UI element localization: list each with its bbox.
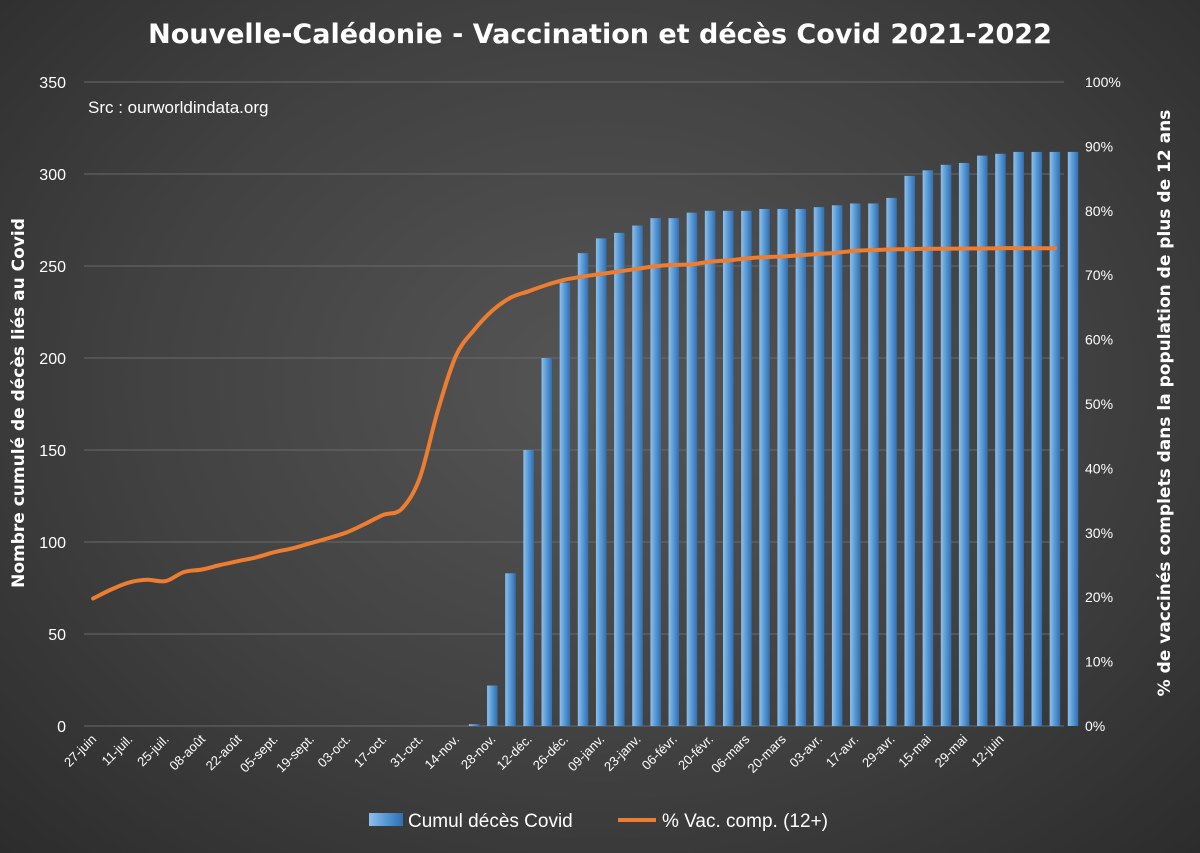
legend-label-bars: Cumul décès Covid	[408, 811, 573, 832]
y-tick-label: 300	[39, 167, 66, 184]
bar	[795, 208, 807, 726]
bar	[668, 218, 680, 726]
legend: Cumul décès Covid % Vac. comp. (12+)	[369, 811, 828, 832]
x-tick-label: 27-juin	[61, 732, 99, 770]
bar	[722, 210, 734, 727]
y2-axis-label: % de vaccinés complets dans la populatio…	[1155, 110, 1175, 697]
bar	[777, 208, 788, 726]
bar	[922, 170, 934, 726]
bar	[741, 210, 752, 727]
bar	[904, 175, 916, 727]
y2-tick-label: 20%	[1085, 589, 1113, 605]
x-tick-label: 29-mai	[932, 731, 971, 770]
bar	[686, 212, 698, 726]
x-tick-label: 19-sept.	[273, 732, 317, 776]
y2-tick-label: 50%	[1085, 396, 1113, 412]
bar	[1031, 151, 1043, 727]
x-tick-label: 09-janv.	[565, 732, 608, 775]
grid-lines	[84, 81, 1064, 727]
y-tick-label: 150	[39, 443, 66, 460]
y2-tick-label: 10%	[1085, 654, 1113, 670]
bar	[759, 208, 770, 726]
x-tick-label: 12-juin	[968, 732, 1006, 770]
x-tick-label: 17-avr.	[823, 732, 862, 771]
x-tick-label: 26-déc.	[530, 732, 571, 773]
x-tick-label: 31-oct.	[387, 732, 426, 771]
x-tick-label: 06-févr.	[639, 732, 680, 773]
y-tick-label: 350	[39, 75, 66, 92]
bar	[940, 164, 952, 727]
line-series	[91, 246, 1057, 601]
bar	[886, 197, 897, 727]
bar	[577, 253, 589, 726]
x-tick-label: 20-mars	[744, 731, 789, 776]
bar	[559, 282, 571, 726]
y2-tick-label: 90%	[1085, 138, 1113, 154]
bar	[523, 450, 534, 726]
y-tick-label: 100	[39, 535, 66, 552]
x-tick-label: 29-avr.	[859, 732, 898, 771]
y2-axis-ticks: 0% 10% 20% 30% 40% 50% 60% 70% 80% 90% 100%	[1085, 74, 1121, 734]
bar	[868, 203, 879, 726]
y-axis-label: Nombre cumulé de décès liés au Covid	[9, 218, 29, 588]
x-tick-label: 14-nov.	[422, 732, 463, 773]
x-tick-label: 08-août	[166, 731, 208, 773]
bar	[632, 225, 643, 726]
bar	[850, 203, 861, 726]
x-tick-label: 28-nov.	[458, 732, 499, 773]
x-tick-label: 03-oct.	[315, 732, 354, 771]
bar	[541, 358, 553, 726]
bar	[977, 155, 988, 727]
bar	[704, 210, 716, 727]
y-tick-label: 0	[57, 719, 66, 736]
x-axis-ticks: 27-juin 11-juil.25-juil.08-août22-août05-…	[61, 731, 1007, 776]
y-axis-ticks: 0 50 100 150 200 250 300 350	[39, 75, 66, 736]
y-tick-label: 250	[39, 259, 66, 276]
legend-bar-swatch	[369, 813, 403, 826]
bar	[505, 573, 516, 726]
chart-title: Nouvelle-Calédonie - Vaccination et décè…	[148, 19, 1052, 50]
y-tick-label: 200	[39, 351, 66, 368]
x-tick-label: 17-oct.	[351, 732, 390, 771]
bar	[813, 207, 825, 726]
bar-series	[468, 151, 1079, 727]
x-tick-label: 06-mars	[708, 731, 753, 776]
source-note: Src : ourworldindata.org	[88, 98, 268, 117]
bar	[958, 162, 970, 726]
bar	[487, 685, 498, 726]
bar	[595, 238, 607, 726]
vaccination-line	[91, 246, 1057, 601]
y2-tick-label: 30%	[1085, 525, 1113, 541]
bar	[1067, 151, 1079, 727]
x-tick-label: 05-sept.	[237, 732, 281, 776]
bar	[468, 724, 480, 726]
bar	[614, 232, 625, 726]
x-tick-label: 12-déc.	[493, 732, 534, 773]
bar	[831, 205, 843, 726]
y2-tick-label: 0%	[1085, 718, 1105, 734]
bar	[1013, 151, 1024, 727]
y2-tick-label: 80%	[1085, 203, 1113, 219]
y2-tick-label: 60%	[1085, 332, 1113, 348]
x-tick-label: 15-mai	[895, 731, 934, 770]
bar	[1049, 151, 1061, 727]
bar	[995, 153, 1006, 726]
x-tick-label: 23-janv.	[601, 732, 644, 775]
x-tick-label: 03-avr.	[786, 732, 825, 771]
y-tick-label: 50	[48, 627, 66, 644]
legend-label-line: % Vac. comp. (12+)	[662, 811, 828, 832]
y2-tick-label: 100%	[1085, 74, 1121, 90]
x-tick-label: 11-juil.	[98, 732, 135, 769]
y2-tick-label: 40%	[1085, 460, 1113, 476]
bar	[650, 218, 661, 726]
y2-tick-label: 70%	[1085, 267, 1113, 283]
